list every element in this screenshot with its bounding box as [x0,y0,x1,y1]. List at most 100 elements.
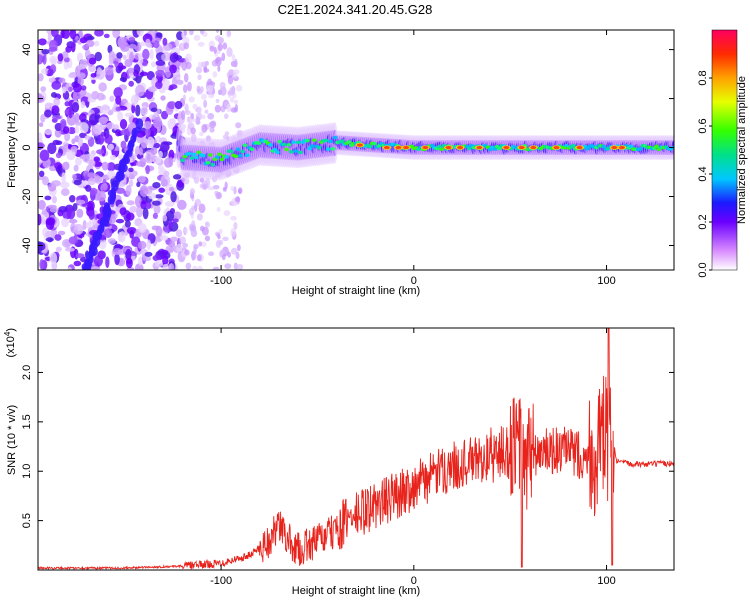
heatmap-cell [224,181,228,190]
heatmap-cell [112,30,121,39]
heatmap-cell [212,71,218,78]
heatmap-cell [71,173,77,180]
heatmap-cell [229,86,236,96]
heatmap-cell [199,86,204,93]
heatmap-cell [117,111,124,122]
heatmap-cell [115,106,121,112]
heatmap-layer [38,30,674,270]
heatmap-cell [238,187,243,195]
heatmap-cell [161,78,171,91]
heatmap-cell [190,127,196,135]
heatmap-cell [518,146,525,150]
heatmap-cell [73,164,79,172]
heatmap-cell [96,230,102,238]
heatmap-cell [201,124,208,133]
heatmap-cell [38,54,44,65]
heatmap-cell [208,93,215,99]
heatmap-cell [168,240,176,248]
heatmap-cell [199,225,205,232]
heatmap-cell [187,151,192,156]
heatmap-cell [213,46,217,54]
heatmap-cell [79,122,89,134]
heatmap-cell [226,103,232,113]
heatmap-cell [182,94,186,102]
heatmap-cell [39,149,50,162]
heatmap-cell [120,140,127,149]
heatmap-cell [145,152,154,164]
heatmap-cell [130,94,138,106]
heatmap-cell [168,263,175,270]
snr-xtick-label: 100 [597,575,615,587]
spectrogram-frame [37,29,675,271]
heatmap-cell [73,260,82,267]
heatmap-cell [106,122,115,130]
heatmap-cell [346,140,352,144]
heatmap-cell [210,162,216,167]
heatmap-cell [119,231,126,243]
heatmap-cell [170,236,178,242]
heatmap-cell [233,221,238,230]
heatmap-cell [68,73,77,79]
heatmap-cell [134,126,142,134]
heatmap-cell [196,150,202,155]
heatmap-cell [170,191,177,203]
heatmap-cell [216,207,221,212]
heatmap-cell [196,254,202,262]
heatmap-cell [237,153,243,158]
heatmap-cell [61,172,66,184]
heatmap-cell [356,143,363,147]
snr-axes: -100 0 100 0.5 1.0 1.5 2.0 [21,328,674,587]
heatmap-cell [85,222,92,229]
heatmap-cell [576,146,583,150]
colorbar: 0.0 0.2 0.4 0.6 0.8 Normalized spectral ampl… [697,29,748,278]
heatmap-cell [181,61,187,71]
heatmap-cell [233,99,239,105]
heatmap-cell [169,207,176,214]
heatmap-cell [61,86,67,94]
heatmap-cell [38,122,44,128]
heatmap-cell [135,84,145,97]
heatmap-cell [38,199,46,210]
heatmap-cell [215,58,220,64]
heatmap-cell [54,162,63,170]
heatmap-cell [73,179,82,186]
heatmap-cell [72,90,78,103]
heatmap-cell [71,42,76,49]
heatmap-cell [139,71,148,77]
heatmap-cell [209,45,215,52]
heatmap-cell [174,100,183,110]
heatmap-cell [51,30,59,38]
heatmap-cell [311,138,317,142]
colorbar-tick-label: 0.8 [697,70,709,85]
heatmap-cell [47,31,52,43]
heatmap-cell [152,254,162,262]
spectrogram-ytick-label: 40 [21,43,33,55]
heatmap-cell [190,251,197,261]
heatmap-cell [234,58,238,68]
heatmap-cell [186,81,192,92]
heatmap-cell [129,229,135,239]
heatmap-cell [139,41,147,47]
heatmap-cell [69,195,76,203]
heatmap-cell [44,128,53,136]
heatmap-cell [138,55,144,68]
chart-title: C2E1.2024.341.20.45.G28 [278,2,433,17]
heatmap-cell [150,107,158,113]
heatmap-cell [177,199,187,210]
heatmap-cell [74,125,80,134]
heatmap-cell [72,202,78,212]
heatmap-cell [137,223,147,233]
heatmap-cell [168,149,175,160]
heatmap-cell [143,121,152,129]
heatmap-cell [190,112,194,120]
heatmap-cell [152,142,161,149]
heatmap-cell [160,110,169,120]
heatmap-cell [97,134,105,145]
heatmap-cell [224,263,232,270]
heatmap-cell [128,179,134,188]
heatmap-cell [152,156,162,164]
heatmap-cell [189,156,195,160]
heatmap-cell [126,200,135,206]
heatmap-cell [96,92,105,101]
